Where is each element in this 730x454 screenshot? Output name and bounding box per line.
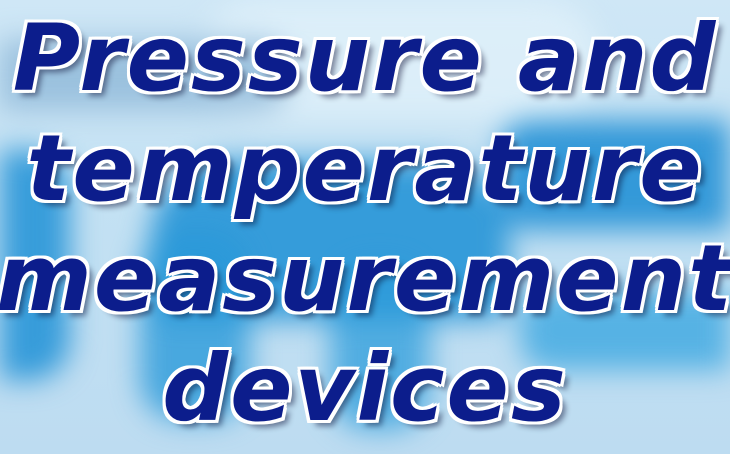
title-line-4: devices: [162, 335, 568, 442]
title-line-1: Pressure and: [12, 5, 718, 112]
background-shape-stem-2: [330, 260, 430, 430]
title-line-3: measurement: [0, 225, 730, 332]
background-shape-right-lower: [520, 290, 730, 370]
background-band: [0, 40, 290, 110]
background-shape-stem: [140, 230, 250, 420]
background-shape-right: [500, 120, 730, 230]
background-shape-left: [0, 150, 70, 380]
title-line-2: temperature: [26, 115, 704, 222]
